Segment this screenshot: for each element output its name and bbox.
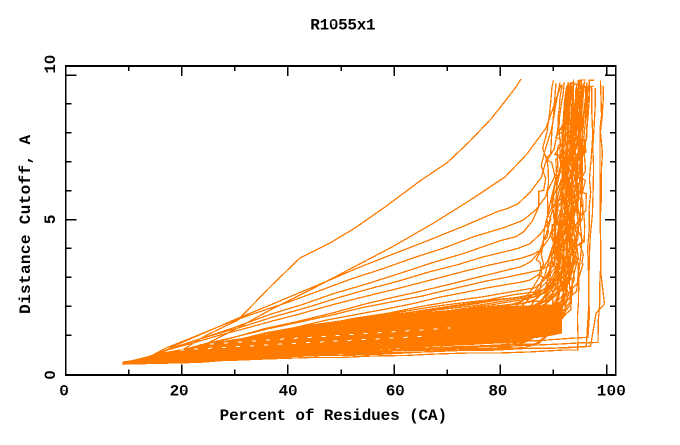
- svg-text:100: 100: [597, 382, 626, 400]
- svg-text:0: 0: [59, 382, 69, 400]
- svg-text:10: 10: [42, 55, 60, 74]
- svg-text:Percent of Residues (CA): Percent of Residues (CA): [220, 407, 448, 425]
- svg-text:40: 40: [279, 382, 298, 400]
- svg-text:20: 20: [170, 382, 189, 400]
- svg-text:Distance Cutoff, A: Distance Cutoff, A: [17, 135, 35, 314]
- svg-text:60: 60: [386, 382, 405, 400]
- svg-text:R1055x1: R1055x1: [310, 17, 375, 35]
- svg-text:0: 0: [42, 370, 60, 380]
- svg-text:5: 5: [42, 214, 60, 224]
- svg-text:80: 80: [488, 382, 507, 400]
